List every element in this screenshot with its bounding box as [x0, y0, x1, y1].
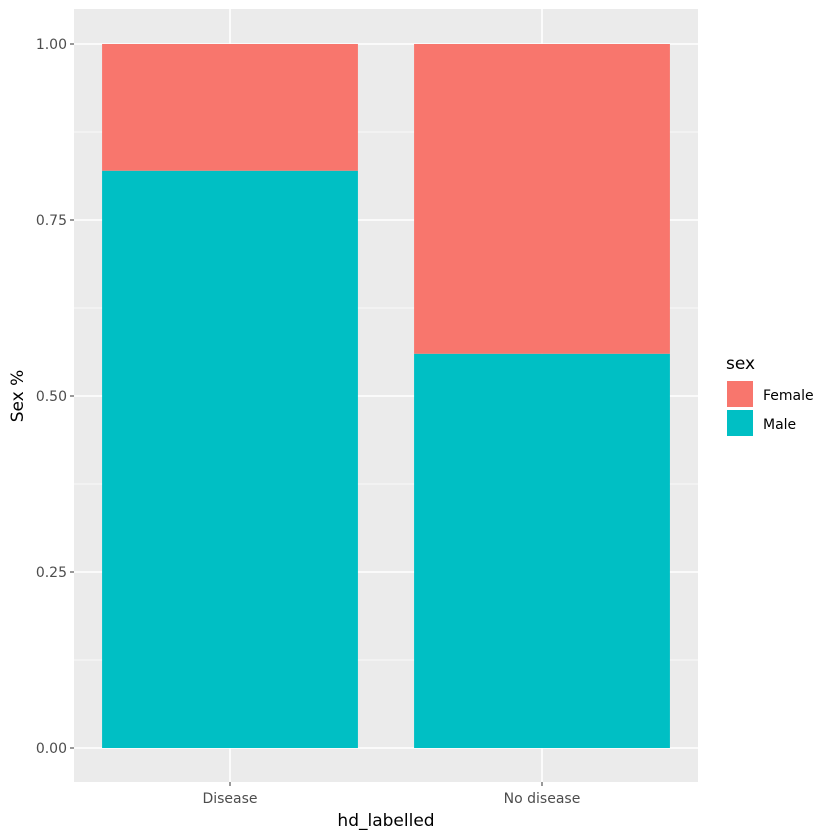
- legend-items: Female Male: [727, 381, 814, 436]
- legend-label: Male: [763, 417, 796, 433]
- y-tick-label: 0.75: [36, 213, 67, 229]
- y-axis-title: Sex %: [8, 370, 28, 423]
- bar-male-disease: [102, 170, 358, 749]
- x-tick-label: Disease: [202, 791, 257, 807]
- y-tick-label: 0.50: [36, 389, 67, 405]
- bars: [102, 44, 670, 749]
- x-tick-label: No disease: [504, 791, 581, 807]
- x-axis-title: hd_labelled: [337, 811, 434, 831]
- y-tick-label: 1.00: [36, 37, 67, 53]
- legend-key-female: [727, 381, 753, 407]
- x-axis-ticks: Disease No disease: [202, 782, 580, 807]
- y-tick-label: 0.00: [36, 741, 67, 757]
- legend: sex Female Male: [726, 354, 814, 436]
- legend-key-male: [727, 410, 753, 436]
- y-tick-label: 0.25: [36, 565, 67, 581]
- bar-female-no-disease: [414, 44, 670, 354]
- y-axis-ticks: 0.00 0.25 0.50 0.75 1.00: [36, 37, 74, 757]
- bar-male-no-disease: [414, 353, 670, 748]
- legend-title: sex: [726, 354, 755, 374]
- bar-female-disease: [102, 44, 358, 171]
- legend-label: Female: [763, 388, 814, 404]
